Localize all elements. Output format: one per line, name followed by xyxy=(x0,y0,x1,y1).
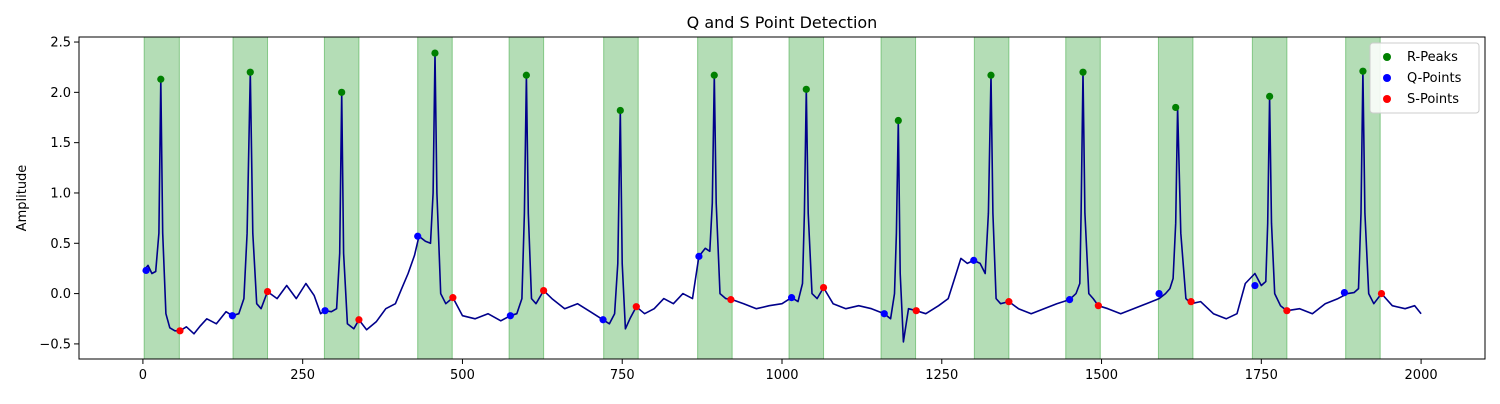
r-peaks-point-4 xyxy=(522,71,530,79)
r-peaks-point-12 xyxy=(1266,92,1274,100)
q-points-point-12 xyxy=(1251,281,1259,290)
chart-title: Q and S Point Detection xyxy=(687,13,878,32)
qrs-window-12 xyxy=(1251,36,1288,360)
q-points-point-5 xyxy=(599,316,607,324)
r-peaks-point-2 xyxy=(338,88,346,96)
r-peaks-point-7 xyxy=(802,85,810,93)
legend-swatch-s-points xyxy=(1383,95,1391,103)
r-peaks-point-1 xyxy=(246,68,254,76)
s-points-point-6 xyxy=(727,296,735,304)
y-tick-label-4: 1.5 xyxy=(50,136,71,151)
r-peaks-point-5 xyxy=(616,106,624,115)
r-peaks-point-8 xyxy=(894,116,902,125)
q-points-point-10 xyxy=(1065,296,1074,304)
x-tick-label-3: 750 xyxy=(610,368,635,383)
x-tick-label-5: 1250 xyxy=(925,368,958,383)
y-tick-label-5: 2.0 xyxy=(50,86,71,101)
q-points-point-3 xyxy=(414,232,422,240)
s-points-point-2 xyxy=(355,316,363,324)
qrs-window-7 xyxy=(788,36,825,360)
r-peaks-point-13 xyxy=(1359,67,1367,75)
y-axis: −0.5 0.0 0.5 1.0 1.5 2.0 2.5 xyxy=(39,36,79,352)
x-tick-label-1: 250 xyxy=(290,368,315,383)
s-points-point-7 xyxy=(819,283,828,292)
y-tick-label-0: −0.5 xyxy=(39,337,71,352)
r-peaks-point-0 xyxy=(157,75,165,83)
x-axis: 0 250 500 750 1000 1250 1500 1750 2000 xyxy=(139,359,1438,383)
r-peaks-point-11 xyxy=(1172,103,1180,112)
s-points-point-1 xyxy=(263,287,272,296)
q-points-point-13 xyxy=(1340,288,1348,297)
marker-layer xyxy=(142,49,1386,335)
r-peaks-point-10 xyxy=(1079,68,1087,76)
s-points-point-10 xyxy=(1094,302,1102,310)
s-points-point-9 xyxy=(1005,298,1013,306)
x-tick-label-7: 1750 xyxy=(1245,368,1278,383)
x-tick-label-0: 0 xyxy=(139,368,147,383)
y-tick-label-6: 2.5 xyxy=(50,36,71,51)
s-points-point-8 xyxy=(912,307,920,315)
s-points-point-3 xyxy=(449,294,457,302)
y-tick-label-1: 0.0 xyxy=(50,287,71,302)
s-points-point-4 xyxy=(540,286,548,295)
r-peaks-point-6 xyxy=(710,71,718,79)
y-axis-label: Amplitude xyxy=(15,165,30,232)
s-points-point-13 xyxy=(1377,289,1386,298)
legend-label-s-points: S-Points xyxy=(1407,92,1459,107)
x-tick-label-2: 500 xyxy=(450,368,475,383)
s-points-point-12 xyxy=(1283,307,1291,315)
q-points-point-11 xyxy=(1155,289,1163,298)
y-tick-label-2: 0.5 xyxy=(50,237,71,252)
q-points-point-2 xyxy=(321,307,329,315)
legend-label-q-points: Q-Points xyxy=(1407,71,1462,86)
legend-label-r-peaks: R-Peaks xyxy=(1407,50,1458,65)
q-points-point-9 xyxy=(970,256,978,264)
x-tick-label-4: 1000 xyxy=(765,368,798,383)
r-peaks-point-3 xyxy=(431,49,439,57)
s-points-point-0 xyxy=(176,327,184,335)
x-tick-label-6: 1500 xyxy=(1085,368,1118,383)
legend-box xyxy=(1369,42,1480,114)
x-tick-label-8: 2000 xyxy=(1405,368,1438,383)
s-points-point-5 xyxy=(632,303,640,311)
s-points-point-11 xyxy=(1187,298,1195,306)
q-points-point-7 xyxy=(787,294,796,302)
q-points-point-8 xyxy=(880,310,888,318)
q-points-point-0 xyxy=(142,266,150,275)
q-points-point-6 xyxy=(695,252,703,260)
q-points-point-1 xyxy=(228,312,236,320)
legend-swatch-r-peaks xyxy=(1383,53,1391,61)
r-peaks-point-9 xyxy=(987,71,995,79)
qrs-window-8 xyxy=(880,36,917,360)
legend-swatch-q-points xyxy=(1383,74,1391,82)
legend: R-Peaks Q-Points S-Points xyxy=(1369,42,1480,114)
q-points-point-4 xyxy=(506,312,514,320)
y-tick-label-3: 1.0 xyxy=(50,186,71,201)
qrs-window-layer xyxy=(143,36,1381,360)
